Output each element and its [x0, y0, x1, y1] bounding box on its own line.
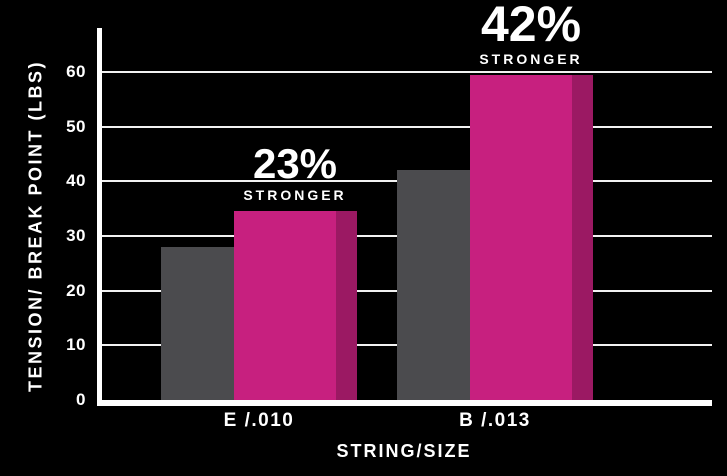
y-tick-label: 40	[66, 171, 86, 191]
y-tick-label: 10	[66, 335, 86, 355]
x-tick-label: E /.010	[223, 410, 295, 431]
plot-area: 23% STRONGER 42% STRONGER	[97, 0, 712, 406]
annotation-stronger: STRONGER	[479, 50, 583, 67]
y-tick-label: 0	[76, 390, 86, 409]
annotation-stronger: STRONGER	[243, 187, 347, 204]
y-tick-label: 20	[66, 280, 86, 300]
x-axis-title: STRING/SIZE	[336, 441, 472, 461]
gridline	[102, 125, 712, 128]
gridline	[102, 71, 712, 73]
y-tick-label: 30	[66, 226, 86, 245]
y-tick-label: 60	[66, 62, 86, 81]
annotation-percent: 23%	[252, 140, 338, 188]
annotation-1: 42% STRONGER	[479, 0, 582, 68]
annotation-percent: 42%	[480, 0, 582, 52]
x-tick-label: B /.013	[459, 410, 531, 431]
bar-reinforced-0	[234, 211, 358, 400]
annotation-0: 23% STRONGER	[243, 143, 346, 204]
y-tick-label: 50	[66, 116, 86, 136]
bar-reinforced-1	[470, 74, 594, 401]
